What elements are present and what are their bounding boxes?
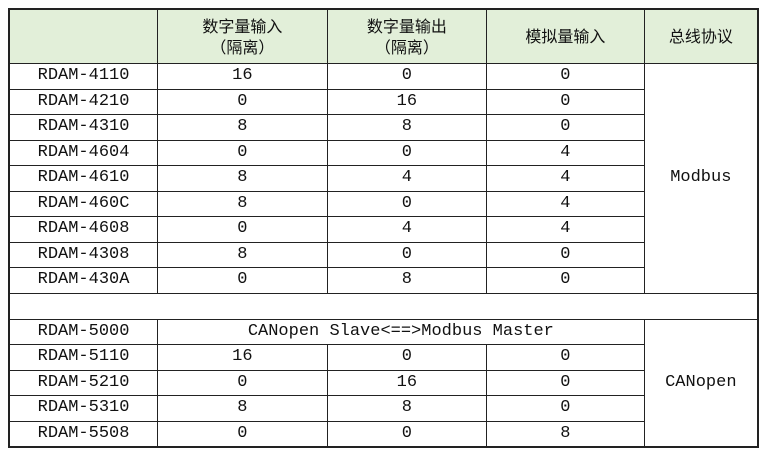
analog-input-cell: 4 (486, 139, 645, 166)
table-row: RDAM-4310 8 8 0 (8, 114, 758, 141)
digital-input-cell: 16 (157, 344, 328, 371)
digital-input-cell: 8 (157, 114, 328, 141)
analog-input-cell: 0 (486, 395, 645, 422)
spacer-cell (8, 292, 759, 320)
column-header: 模拟量输入 (486, 8, 645, 64)
analog-input-cell: 0 (486, 369, 645, 396)
digital-output-cell: 4 (326, 216, 488, 243)
analog-input-cell: 0 (486, 344, 645, 371)
model-cell: RDAM-460C (8, 190, 159, 217)
model-cell: RDAM-4308 (8, 241, 159, 268)
digital-input-cell: 0 (157, 420, 328, 448)
model-cell: RDAM-4604 (8, 139, 159, 166)
table-row: RDAM-5210 0 16 0 (8, 369, 758, 396)
digital-input-cell: 8 (157, 395, 328, 422)
digital-input-cell: 0 (157, 88, 328, 115)
table-row: RDAM-4608 0 4 4 (8, 216, 758, 243)
digital-input-cell: 8 (157, 165, 328, 192)
protocol-cell: CANopen (643, 318, 759, 448)
model-cell: RDAM-4608 (8, 216, 159, 243)
digital-output-cell: 16 (326, 88, 488, 115)
table-row: RDAM-5508 0 0 8 (8, 420, 758, 448)
column-header: 数字量输入 （隔离） (157, 8, 328, 64)
digital-input-cell: 0 (157, 267, 328, 294)
analog-input-cell: 0 (486, 114, 645, 141)
model-cell: RDAM-4310 (8, 114, 159, 141)
product-io-table: 数字量输入 （隔离） 数字量输出 （隔离） 模拟量输入 总线协议 RDAM-4110 1… (8, 8, 759, 448)
analog-input-cell: 0 (486, 63, 645, 90)
digital-output-cell: 0 (326, 420, 488, 448)
header-row: 数字量输入 （隔离） 数字量输出 （隔离） 模拟量输入 总线协议 (8, 8, 759, 64)
digital-output-cell: 8 (326, 267, 488, 294)
model-cell: RDAM-5210 (8, 369, 159, 396)
digital-input-cell: 16 (157, 63, 328, 90)
digital-output-cell: 8 (326, 395, 488, 422)
model-cell: RDAM-4610 (8, 165, 159, 192)
model-cell: RDAM-4210 (8, 88, 159, 115)
protocol-cell: Modbus (643, 63, 759, 294)
analog-input-cell: 4 (486, 165, 645, 192)
digital-output-cell: 4 (326, 165, 488, 192)
analog-input-cell: 0 (486, 241, 645, 268)
analog-input-cell: 4 (486, 190, 645, 217)
spacer-row (8, 292, 759, 320)
column-header: 数字量输出 （隔离） (326, 8, 488, 64)
table-row: RDAM-4604 0 0 4 (8, 139, 758, 166)
digital-output-cell: 0 (326, 63, 488, 90)
model-cell: RDAM-5310 (8, 395, 159, 422)
digital-input-cell: 0 (157, 216, 328, 243)
digital-output-cell: 0 (326, 344, 488, 371)
digital-output-cell: 0 (326, 241, 488, 268)
analog-input-cell: 4 (486, 216, 645, 243)
model-cell: RDAM-5508 (8, 420, 159, 448)
table-row: RDAM-460C 8 0 4 (8, 190, 758, 217)
table-row: RDAM-5000 CANopen Slave<==>Modbus Master C… (8, 318, 759, 448)
digital-input-cell: 0 (157, 139, 328, 166)
column-header (8, 8, 159, 64)
gateway-description-cell: CANopen Slave<==>Modbus Master (157, 318, 645, 345)
model-cell: RDAM-430A (8, 267, 159, 294)
digital-output-cell: 16 (326, 369, 488, 396)
digital-output-cell: 8 (326, 114, 488, 141)
model-cell: RDAM-5000 (8, 318, 159, 345)
digital-input-cell: 8 (157, 190, 328, 217)
digital-input-cell: 0 (157, 369, 328, 396)
table-row: RDAM-5110 16 0 0 (8, 344, 758, 371)
column-header: 总线协议 (643, 8, 759, 64)
model-cell: RDAM-4110 (8, 63, 159, 90)
table-row: RDAM-4110 16 0 0 Modbus (8, 63, 759, 294)
digital-output-cell: 0 (326, 190, 488, 217)
analog-input-cell: 0 (486, 88, 645, 115)
digital-input-cell: 8 (157, 241, 328, 268)
digital-output-cell: 0 (326, 139, 488, 166)
table-row: RDAM-4308 8 0 0 (8, 241, 758, 268)
model-cell: RDAM-5110 (8, 344, 159, 371)
analog-input-cell: 0 (486, 267, 645, 294)
analog-input-cell: 8 (486, 420, 645, 448)
